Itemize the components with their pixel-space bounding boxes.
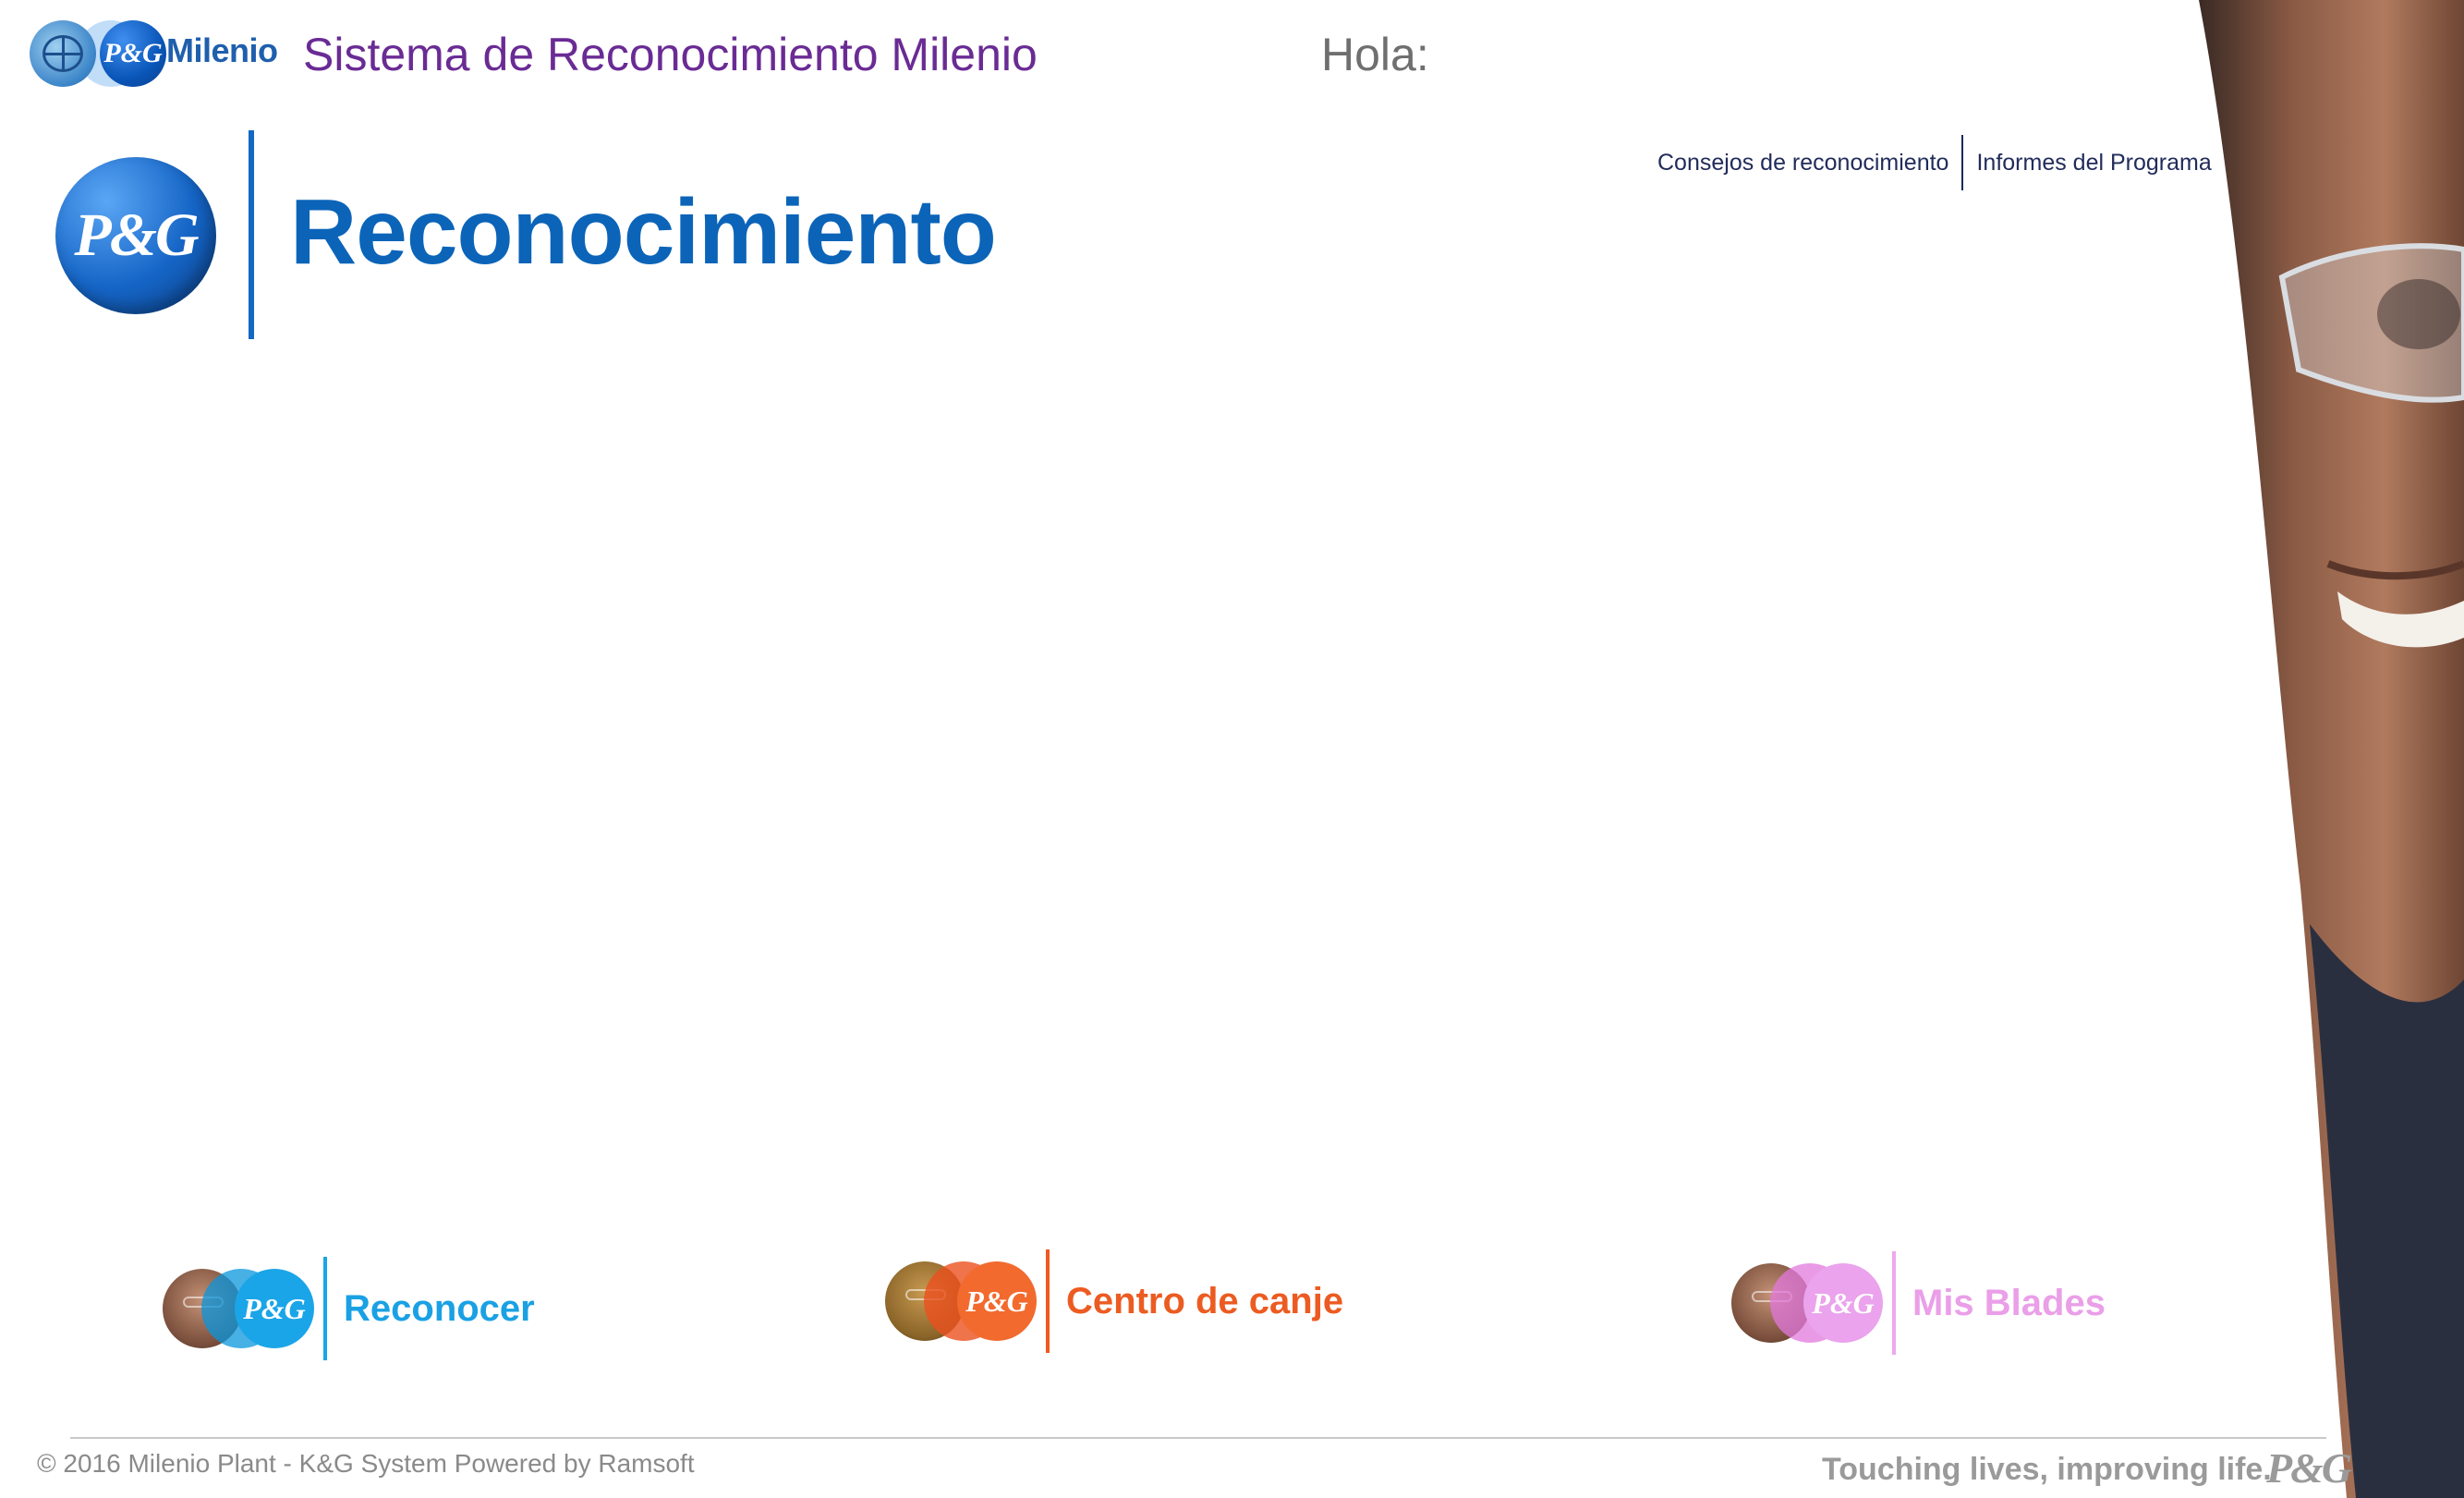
- greeting: Hola:: [1321, 29, 1429, 80]
- copyright-text: © 2016 Milenio Plant - K&G System Powere…: [37, 1449, 695, 1478]
- nav-mis-blades[interactable]: P&G Mis Blades: [1731, 1251, 2106, 1355]
- nav-label[interactable]: Centro de canje: [1066, 1280, 1344, 1321]
- pg-footer-logo: P&G: [2266, 1444, 2352, 1492]
- link-divider: [1961, 135, 1964, 190]
- footer-divider: [70, 1437, 2326, 1439]
- tagline: Touching lives, improving life.: [1822, 1452, 2272, 1487]
- brand-divider: [249, 130, 254, 339]
- page-title: Reconocimiento: [290, 180, 997, 284]
- pg-badge: P&G: [235, 1269, 314, 1348]
- reconocer-icon: P&G: [163, 1267, 314, 1350]
- mis-blades-icon: P&G: [1731, 1261, 1883, 1345]
- pg-mini-logo: P&G: [78, 20, 166, 87]
- link-consejos[interactable]: Consejos de reconocimiento: [1657, 149, 1949, 176]
- nav-label[interactable]: Reconocer: [344, 1287, 535, 1329]
- tile-divider: [323, 1257, 327, 1360]
- centro-de-canje-icon: P&G: [885, 1260, 1037, 1343]
- nav-label[interactable]: Mis Blades: [1912, 1282, 2106, 1323]
- tile-divider: [1892, 1251, 1896, 1355]
- link-informes[interactable]: Informes del Programa: [1976, 149, 2212, 176]
- pg-badge: P&G: [957, 1261, 1037, 1341]
- milenio-logo: P&G Milenio: [30, 18, 288, 89]
- hero-photo: [2199, 0, 2464, 1498]
- nav-centro-de-canje[interactable]: P&G Centro de canje: [885, 1249, 1343, 1353]
- globe-icon: [30, 20, 96, 87]
- pg-logo: P&G: [55, 157, 216, 314]
- system-title: Sistema de Reconocimiento Milenio: [303, 29, 1038, 80]
- nav-reconocer[interactable]: P&G Reconocer: [163, 1257, 535, 1360]
- top-links: Consejos de reconocimiento Informes del …: [1654, 135, 2225, 190]
- pg-badge: P&G: [1803, 1263, 1883, 1343]
- milenio-wordmark: Milenio: [166, 31, 278, 69]
- tile-divider: [1046, 1249, 1050, 1353]
